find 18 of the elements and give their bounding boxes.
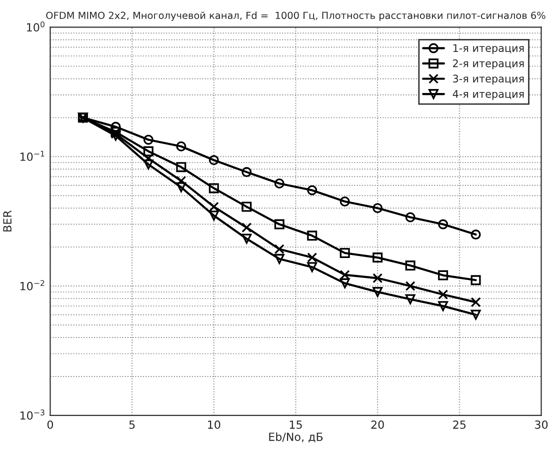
x-tick-label: 5 bbox=[129, 420, 135, 429]
legend-label: 2-я итерация bbox=[453, 59, 524, 70]
y-tick-label: 10$^{−2}$ bbox=[20, 280, 44, 290]
x-axis-title: Eb/No, дБ bbox=[269, 432, 323, 442]
y-tick-label: 10$^{0}$ bbox=[27, 21, 44, 32]
x-tick-label: 25 bbox=[453, 420, 466, 429]
y-axis-title: BER bbox=[3, 210, 12, 232]
x-tick-label: 30 bbox=[535, 420, 548, 429]
legend-label: 3-я итерация bbox=[453, 74, 524, 85]
x-tick-label: 15 bbox=[290, 420, 302, 429]
legend-label: 1-я итерация bbox=[453, 44, 524, 54]
y-tick-label: 10$^{−3}$ bbox=[20, 410, 44, 420]
x-tick-label: 10 bbox=[208, 420, 220, 429]
x-tick-label: 20 bbox=[371, 420, 384, 429]
legend-label: 4-я итерация bbox=[452, 90, 524, 100]
x-tick-label: 0 bbox=[47, 420, 54, 429]
y-tick-label: 10$^{−1}$ bbox=[20, 150, 44, 161]
chart-title: OFDM MIMO 2x2, Многолучевой канал, Fd = 1000 Гц, Плотность расстановки пилот-сигналов 6% bbox=[46, 12, 546, 21]
